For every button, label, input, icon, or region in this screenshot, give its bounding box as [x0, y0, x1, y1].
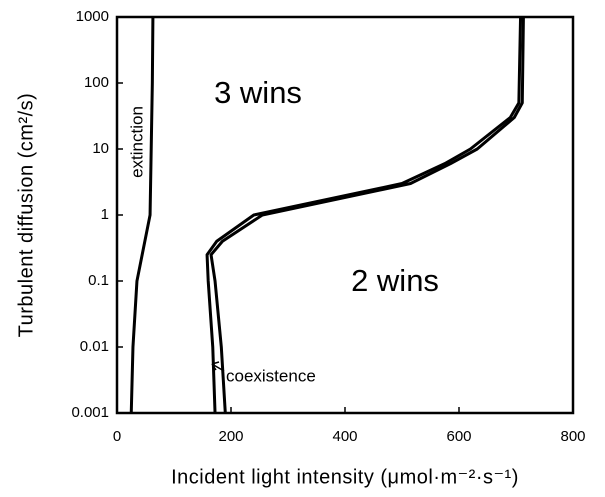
annotation: 3 wins — [214, 75, 302, 110]
annotation: 2 wins — [351, 263, 439, 298]
y-tick-label: 10 — [92, 140, 109, 157]
y-tick-label: 0.1 — [88, 272, 109, 289]
y-tick-label: 1000 — [76, 8, 109, 25]
line-series — [129, 16, 155, 414]
x-tick-label: 600 — [446, 428, 471, 445]
y-tick-label: 100 — [84, 74, 109, 91]
annotation: extinction — [127, 106, 146, 178]
x-tick-label: 400 — [332, 428, 357, 445]
x-axis-label: Incident light intensity (μmol·m⁻²·s⁻¹) — [171, 466, 519, 488]
x-tick-label: 0 — [113, 428, 121, 445]
annotation: coexistence — [226, 366, 316, 385]
line-series — [205, 16, 523, 414]
line-series — [209, 16, 525, 414]
x-tick-label: 200 — [218, 428, 243, 445]
y-tick-label: 0.01 — [80, 338, 109, 355]
x-tick-label: 800 — [560, 428, 585, 445]
plot-frame — [115, 15, 575, 415]
y-tick-label: 1 — [101, 206, 109, 223]
y-tick-label: 0.001 — [71, 404, 109, 421]
y-axis-label: Turbulent diffusion (cm²/s) — [15, 93, 37, 338]
